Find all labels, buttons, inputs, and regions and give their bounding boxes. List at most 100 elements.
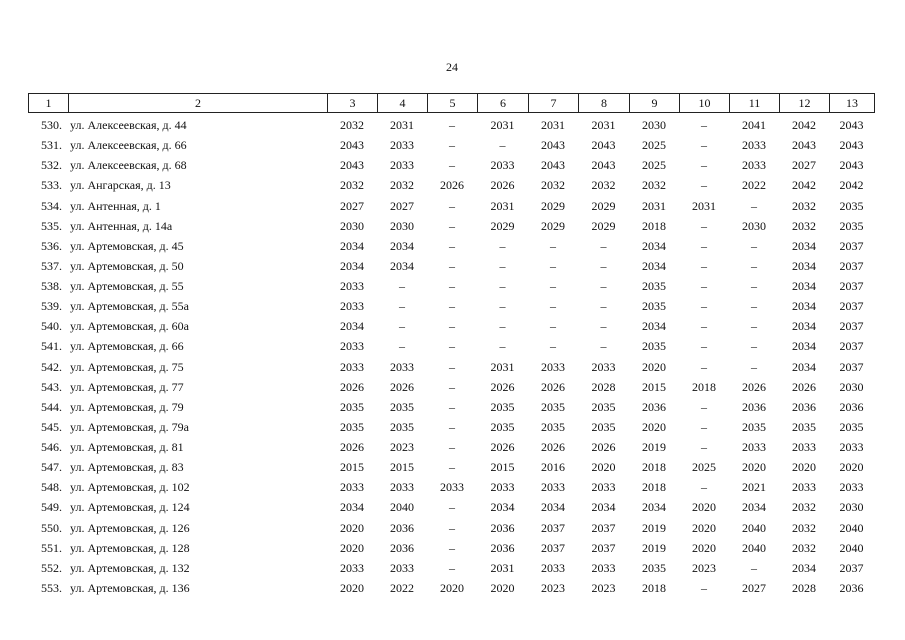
year-cell: 2031 — [642, 198, 666, 213]
year-cell: 2015 — [390, 460, 414, 475]
header-cell: 5 — [427, 93, 478, 113]
year-cell: – — [701, 480, 707, 495]
year-cell: – — [449, 218, 455, 233]
year-cell: 2016 — [541, 460, 565, 475]
year-cell: 2034 — [541, 500, 565, 515]
row-number: 532. — [41, 158, 62, 173]
year-cell: 2032 — [792, 500, 816, 515]
year-cell: 2037 — [541, 540, 565, 555]
address: ул. Артемовская, д. 66 — [70, 339, 184, 354]
year-cell: 2032 — [390, 178, 414, 193]
year-cell: 2030 — [642, 118, 666, 132]
year-cell: 2034 — [792, 359, 816, 374]
year-cell: – — [449, 238, 455, 253]
year-cell: 2043 — [792, 138, 816, 153]
year-cell: 2033 — [541, 359, 565, 374]
address: ул. Артемовская, д. 128 — [70, 540, 190, 555]
year-cell: 2033 — [839, 480, 864, 495]
row-number: 546. — [41, 440, 62, 455]
year-cell: 2015 — [490, 460, 515, 475]
address: ул. Артемовская, д. 60а — [70, 319, 189, 334]
header-cell: 11 — [729, 93, 780, 113]
year-cell: – — [751, 339, 757, 354]
year-cell: 2043 — [839, 118, 864, 132]
year-cell: – — [751, 279, 757, 294]
year-cell: – — [701, 339, 707, 354]
year-cell: 2015 — [340, 460, 364, 475]
year-cell: 2020 — [440, 580, 464, 595]
year-cell: – — [550, 258, 556, 273]
year-cell: 2020 — [591, 460, 616, 475]
address: ул. Артемовская, д. 55 — [70, 279, 184, 294]
year-cell: – — [600, 258, 607, 273]
row-number: 531. — [41, 138, 62, 153]
year-cell: – — [701, 299, 707, 314]
year-cell: 2034 — [792, 339, 816, 354]
year-cell: 2031 — [490, 560, 515, 575]
year-cell: – — [449, 540, 455, 555]
address: ул. Артемовская, д. 83 — [70, 460, 184, 475]
year-cell: 2035 — [642, 339, 666, 354]
year-cell: 2026 — [340, 440, 364, 455]
header-cell: 4 — [377, 93, 428, 113]
year-cell: 2043 — [591, 158, 616, 173]
address: ул. Алексеевская, д. 68 — [70, 158, 187, 173]
year-cell: – — [449, 560, 455, 575]
year-cell: 2043 — [541, 138, 565, 153]
year-cell: 2026 — [440, 178, 464, 193]
year-cell: – — [550, 279, 556, 294]
header-cell: 10 — [679, 93, 730, 113]
year-cell: 2022 — [742, 178, 766, 193]
year-cell: – — [751, 238, 757, 253]
year-cell: 2033 — [390, 138, 414, 153]
year-cell: – — [449, 258, 455, 273]
address: ул. Артемовская, д. 77 — [70, 379, 184, 394]
year-cell: 2034 — [340, 319, 364, 334]
row-number: 543. — [41, 379, 62, 394]
address: ул. Артемовская, д. 55а — [70, 299, 189, 314]
year-cell: 2034 — [340, 238, 364, 253]
year-cell: – — [499, 319, 506, 334]
row-number: 534. — [41, 198, 62, 213]
year-cell: – — [751, 319, 757, 334]
row-number: 553. — [41, 580, 62, 595]
year-cell: 2029 — [591, 218, 616, 233]
year-cell: 2041 — [742, 118, 766, 132]
year-cell: 2029 — [541, 198, 565, 213]
row-number: 552. — [41, 560, 62, 575]
year-cell: 2036 — [839, 399, 864, 414]
year-cell: 2036 — [490, 540, 515, 555]
year-cell: – — [751, 198, 757, 213]
year-cell: – — [550, 319, 556, 334]
year-cell: 2019 — [642, 540, 666, 555]
year-cell: 2026 — [541, 379, 565, 394]
year-cell: 2033 — [541, 480, 565, 495]
year-cell: 2032 — [792, 540, 816, 555]
year-cell: 2036 — [390, 540, 414, 555]
year-cell: – — [600, 319, 607, 334]
year-cell: 2031 — [490, 118, 515, 132]
header-cell: 12 — [779, 93, 830, 113]
year-cell: 2037 — [839, 258, 864, 273]
address: ул. Артемовская, д. 75 — [70, 359, 184, 374]
year-cell: 2034 — [390, 258, 414, 273]
year-cell: 2035 — [390, 419, 414, 434]
year-cell: 2033 — [591, 359, 616, 374]
header-cell: 3 — [327, 93, 378, 113]
year-cell: 2026 — [490, 440, 515, 455]
year-cell: 2036 — [390, 520, 414, 535]
year-cell: 2043 — [541, 158, 565, 173]
year-cell: 2033 — [340, 359, 364, 374]
year-cell: 2026 — [490, 178, 515, 193]
row-number: 535. — [41, 218, 62, 233]
year-cell: – — [701, 399, 707, 414]
year-cell: – — [449, 440, 455, 455]
address: ул. Антенная, д. 1 — [70, 198, 161, 213]
year-cell: 2035 — [642, 279, 666, 294]
year-cell: 2032 — [340, 178, 364, 193]
year-cell: 2034 — [340, 258, 364, 273]
year-cell: 2034 — [642, 319, 666, 334]
year-cell: – — [701, 118, 707, 132]
year-cell: 2033 — [742, 158, 766, 173]
